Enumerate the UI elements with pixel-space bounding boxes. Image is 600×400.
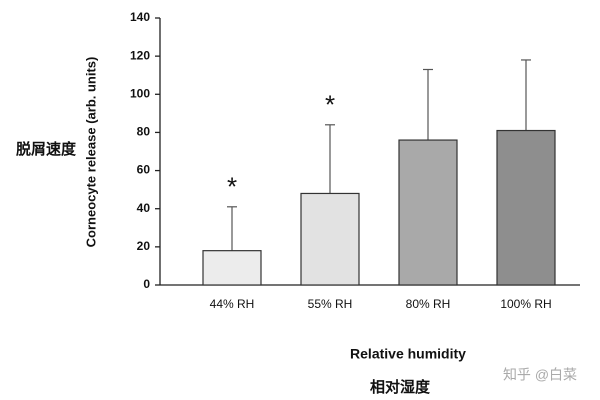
- y-tick-label: 140: [130, 10, 150, 24]
- significance-marker: *: [227, 172, 237, 202]
- x-label-translation: 相对湿度: [370, 378, 431, 396]
- bar: [398, 139, 458, 286]
- y-axis-label: Corneocyte release (arb. units): [83, 57, 98, 248]
- x-tick-label: 44% RH: [210, 297, 255, 311]
- bar: [202, 250, 262, 286]
- y-tick-label: 20: [137, 239, 151, 253]
- x-tick-label: 100% RH: [500, 297, 551, 311]
- y-label-translation: 脱屑速度: [16, 140, 77, 158]
- bar: [300, 192, 360, 286]
- significance-marker: *: [325, 90, 335, 120]
- y-tick-label: 100: [130, 86, 150, 100]
- x-tick-label: 80% RH: [406, 297, 451, 311]
- x-axis-label: Relative humidity: [350, 346, 466, 362]
- y-tick-label: 120: [130, 48, 150, 62]
- y-tick-label: 80: [137, 125, 151, 139]
- watermark: 知乎 @白菜: [503, 367, 577, 383]
- y-tick-label: 60: [137, 163, 151, 177]
- bar: [496, 129, 556, 286]
- x-tick-label: 55% RH: [308, 297, 353, 311]
- y-tick-label: 0: [143, 277, 150, 291]
- y-tick-label: 40: [137, 201, 151, 215]
